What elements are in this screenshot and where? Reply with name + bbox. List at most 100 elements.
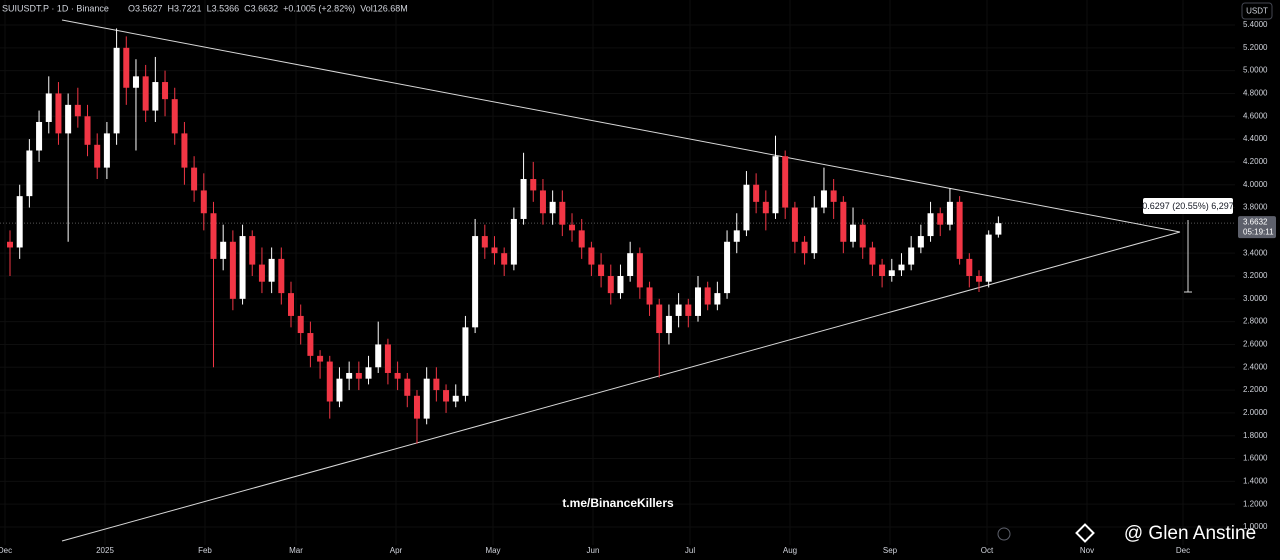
candle-body — [375, 344, 382, 368]
x-tick-label: Feb — [198, 546, 212, 555]
measure-label: 0.6297 (20.55%) 6,297 — [1142, 201, 1234, 211]
x-tick-label: Apr — [390, 546, 403, 555]
y-tick-label: 2.8000 — [1243, 317, 1268, 326]
candle-body — [278, 258, 285, 294]
candle-body — [326, 361, 333, 402]
currency[interactable]: USDT — [1246, 7, 1268, 16]
candle-body — [840, 201, 847, 242]
candle-body — [132, 76, 139, 88]
candle-body — [220, 241, 227, 259]
candle-body — [481, 236, 488, 248]
header-values: O3.5627 H3.7221 L3.5366 C3.6632 +0.1005 (+2.… — [128, 3, 408, 13]
y-tick-label: 1.6000 — [1243, 454, 1268, 463]
y-tick-label: 4.4000 — [1243, 134, 1268, 143]
candle-body — [239, 236, 246, 299]
last-price-tag — [1238, 216, 1276, 239]
candle-body — [820, 190, 827, 208]
symbol: SUIUSDT.P · 1D · Binance — [2, 3, 109, 13]
candle-body — [26, 150, 33, 197]
candle-body — [74, 104, 81, 117]
y-tick-label: 4.6000 — [1243, 111, 1268, 120]
candle-body — [103, 133, 110, 168]
y-tick-label: 3.0000 — [1243, 294, 1268, 303]
candle-body — [782, 156, 789, 208]
y-tick-label: 2.0000 — [1243, 408, 1268, 417]
y-tick-label: 2.4000 — [1243, 362, 1268, 371]
candle-body — [859, 224, 866, 248]
y-tick-label: 4.8000 — [1243, 89, 1268, 98]
candle-body — [443, 390, 450, 402]
candle-body — [607, 276, 614, 294]
candle-body — [249, 236, 256, 265]
last-price: 3.6632 — [1243, 217, 1268, 226]
upper-trendline — [61, 19, 1181, 233]
candle-body — [36, 121, 43, 151]
candle-body — [956, 201, 963, 259]
candle-body — [791, 207, 798, 242]
author: @ Glen Anstine — [1124, 523, 1256, 544]
candle-body — [491, 247, 498, 254]
candle-body — [472, 236, 479, 328]
candle-body — [946, 201, 953, 225]
candle-body — [84, 116, 91, 145]
candle-body — [985, 234, 992, 282]
x-tick-label: Oct — [981, 546, 994, 555]
candle-body — [365, 367, 372, 379]
candle-body — [65, 104, 72, 134]
candle-body — [123, 47, 130, 88]
candle-body — [452, 395, 459, 402]
y-tick-label: 1.4000 — [1243, 476, 1268, 485]
candle-body — [549, 201, 556, 214]
candle-body — [162, 82, 169, 100]
lower-trendline — [61, 231, 1181, 542]
candle-body — [811, 207, 818, 254]
candle-body — [559, 201, 566, 225]
candle-body — [229, 241, 236, 299]
grid — [0, 0, 1235, 545]
candle-body — [569, 224, 576, 231]
y-tick-label: 1.2000 — [1243, 499, 1268, 508]
x-tick-label: Jul — [685, 546, 695, 555]
candle-body — [917, 236, 924, 248]
candle-body — [772, 156, 779, 214]
candle-body — [801, 241, 808, 254]
header-value: O3.5627 — [128, 3, 163, 13]
candle-body — [191, 167, 198, 191]
candle-body — [346, 372, 353, 379]
candle-body — [879, 264, 886, 276]
x-tick-label: Sep — [883, 546, 898, 555]
currency-button[interactable] — [1241, 2, 1273, 20]
y-tick-label: 1.8000 — [1243, 431, 1268, 440]
candle-body — [268, 258, 275, 282]
candle-body — [520, 179, 527, 219]
candle-body — [675, 304, 682, 316]
candle-body — [462, 327, 469, 396]
candle-body — [16, 196, 23, 248]
candle-body — [45, 93, 52, 122]
y-tick-label: 3.4000 — [1243, 248, 1268, 257]
alert-icon[interactable] — [997, 527, 1011, 541]
candle-body — [898, 264, 905, 271]
candle-body — [743, 184, 750, 231]
header-value: +0.1005 (+2.82%) — [283, 3, 355, 13]
candle-body — [665, 315, 672, 334]
candle-body — [627, 253, 634, 276]
candle-body — [94, 144, 101, 168]
candle-body — [501, 253, 508, 265]
y-tick-label: 2.2000 — [1243, 385, 1268, 394]
y-tick-label: 5.4000 — [1243, 20, 1268, 29]
candle-body — [152, 82, 159, 111]
candle-body — [830, 190, 837, 202]
candle-body — [685, 304, 692, 316]
candle-body — [413, 395, 420, 419]
y-tick-label: 3.8000 — [1243, 203, 1268, 212]
candle-body — [7, 241, 13, 248]
candle-body — [317, 355, 324, 362]
y-tick-label: 3.2000 — [1243, 271, 1268, 280]
candle-body — [423, 378, 430, 419]
y-tick-label: 5.0000 — [1243, 66, 1268, 75]
header-value: L3.5366 — [207, 3, 240, 13]
candle-body — [384, 344, 391, 373]
candle-body — [578, 230, 585, 248]
